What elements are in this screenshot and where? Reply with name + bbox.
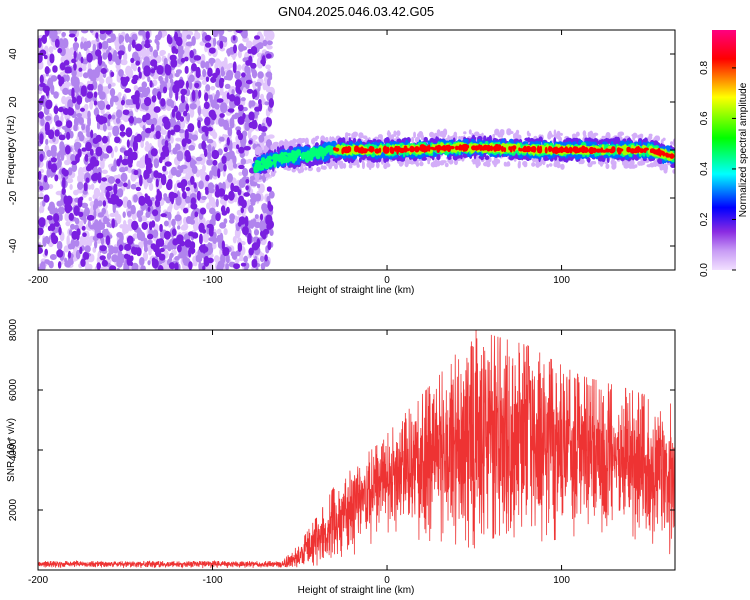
heatmap-x-ticks: -200 -100 0 100 bbox=[28, 30, 570, 286]
snr-panel: -200 -100 0 100 2000 4000 6000 8000 Height of … bbox=[6, 318, 676, 596]
colorbar-label: Normalized spectral amplitude bbox=[738, 82, 749, 217]
heatmap-x-label: Height of straight line (km) bbox=[298, 285, 415, 296]
colorbar-tick-label: 0.0 bbox=[699, 263, 710, 277]
colorbar-gradient bbox=[712, 30, 736, 270]
colorbar-tick-label: 0.4 bbox=[699, 162, 710, 176]
snr-x-label: Height of straight line (km) bbox=[298, 585, 415, 596]
heatmap-noise-low bbox=[38, 30, 275, 270]
colorbar-tick-label: 0.2 bbox=[699, 212, 710, 226]
heatmap-y-tick-label: 40 bbox=[8, 48, 19, 60]
snr-x-tick-label: -200 bbox=[28, 575, 48, 586]
snr-y-tick-label: 6000 bbox=[8, 378, 19, 401]
heatmap-x-tick-label: -100 bbox=[203, 275, 223, 286]
snr-series bbox=[38, 330, 675, 569]
snr-line bbox=[38, 330, 675, 569]
heatmap-noise-high bbox=[38, 30, 274, 270]
snr-y-label: SNR (10 * v/v) bbox=[6, 418, 17, 482]
snr-y-tick-label: 2000 bbox=[8, 498, 19, 521]
heatmap-y-tick-label: 20 bbox=[8, 96, 19, 108]
snr-y-ticks: 2000 4000 6000 8000 bbox=[8, 318, 675, 521]
heatmap-y-tick-label: -40 bbox=[8, 238, 19, 253]
snr-y-tick-label: 4000 bbox=[8, 438, 19, 461]
figure-title: GN04.2025.046.03.42.G05 bbox=[278, 4, 434, 19]
heatmap-y-tick-label: -20 bbox=[8, 190, 19, 205]
heatmap-y-tick-label: 0 bbox=[8, 147, 19, 153]
heatmap-x-tick-label: -200 bbox=[28, 275, 48, 286]
heatmap-cells bbox=[38, 30, 675, 270]
snr-x-ticks: -200 -100 0 100 bbox=[28, 330, 570, 586]
snr-y-tick-label: 8000 bbox=[8, 318, 19, 341]
snr-x-tick-label: 0 bbox=[384, 575, 390, 586]
heatmap-x-tick-label: 0 bbox=[384, 275, 390, 286]
snr-x-tick-label: -100 bbox=[203, 575, 223, 586]
heatmap-x-tick-label: 100 bbox=[553, 275, 570, 286]
colorbar: 0.0 0.2 0.4 0.6 0.8 Normalized spectral ampl… bbox=[699, 30, 749, 277]
heatmap-ridge-peak bbox=[332, 143, 675, 159]
heatmap-y-ticks: -40 -20 0 20 40 bbox=[8, 48, 675, 253]
colorbar-ticks: 0.0 0.2 0.4 0.6 0.8 bbox=[699, 61, 736, 277]
snr-x-tick-label: 100 bbox=[553, 575, 570, 586]
heatmap-y-label: Frequency (Hz) bbox=[6, 116, 17, 185]
colorbar-tick-label: 0.8 bbox=[699, 61, 710, 75]
heatmap-noise-mid bbox=[38, 30, 275, 270]
colorbar-tick-label: 0.6 bbox=[699, 111, 710, 125]
